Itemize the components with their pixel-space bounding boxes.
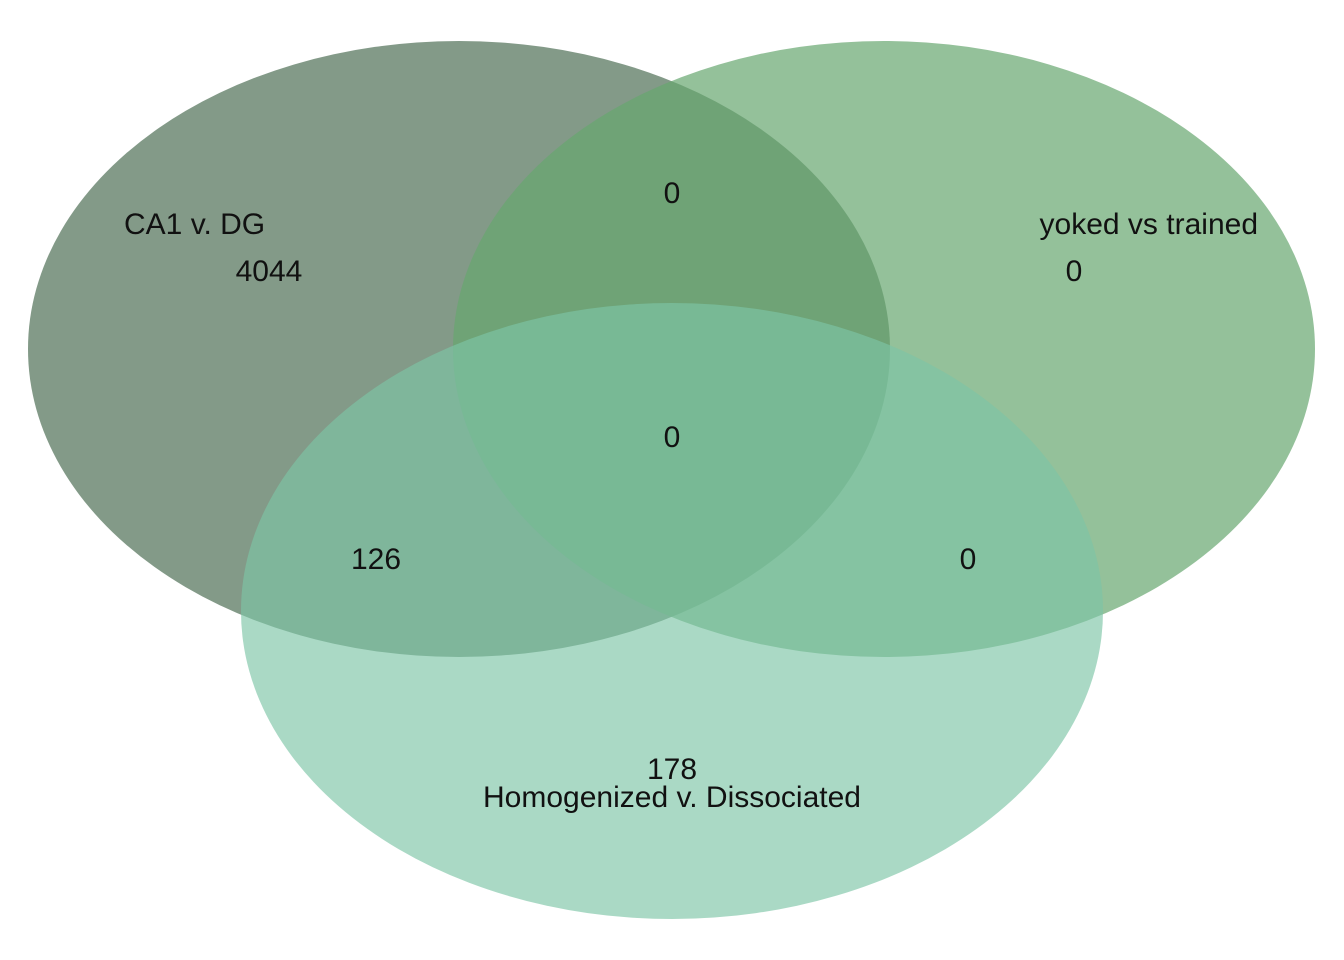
set-label-yoked-trained: yoked vs trained — [1040, 208, 1258, 241]
set-label-ca1-dg: CA1 v. DG — [124, 208, 265, 241]
set-ellipse-homogenized-dissociated — [241, 303, 1103, 919]
count-ca1-homog: 126 — [351, 543, 401, 576]
count-ca1-yoked: 0 — [664, 177, 681, 210]
count-homog-only: 178 — [647, 753, 697, 786]
count-all-three: 0 — [664, 421, 681, 454]
count-yoked-homog: 0 — [960, 543, 977, 576]
set-label-homogenized-dissociated: Homogenized v. Dissociated — [483, 781, 861, 814]
count-ca1-only: 4044 — [236, 255, 303, 288]
count-yoked-only: 0 — [1066, 255, 1083, 288]
